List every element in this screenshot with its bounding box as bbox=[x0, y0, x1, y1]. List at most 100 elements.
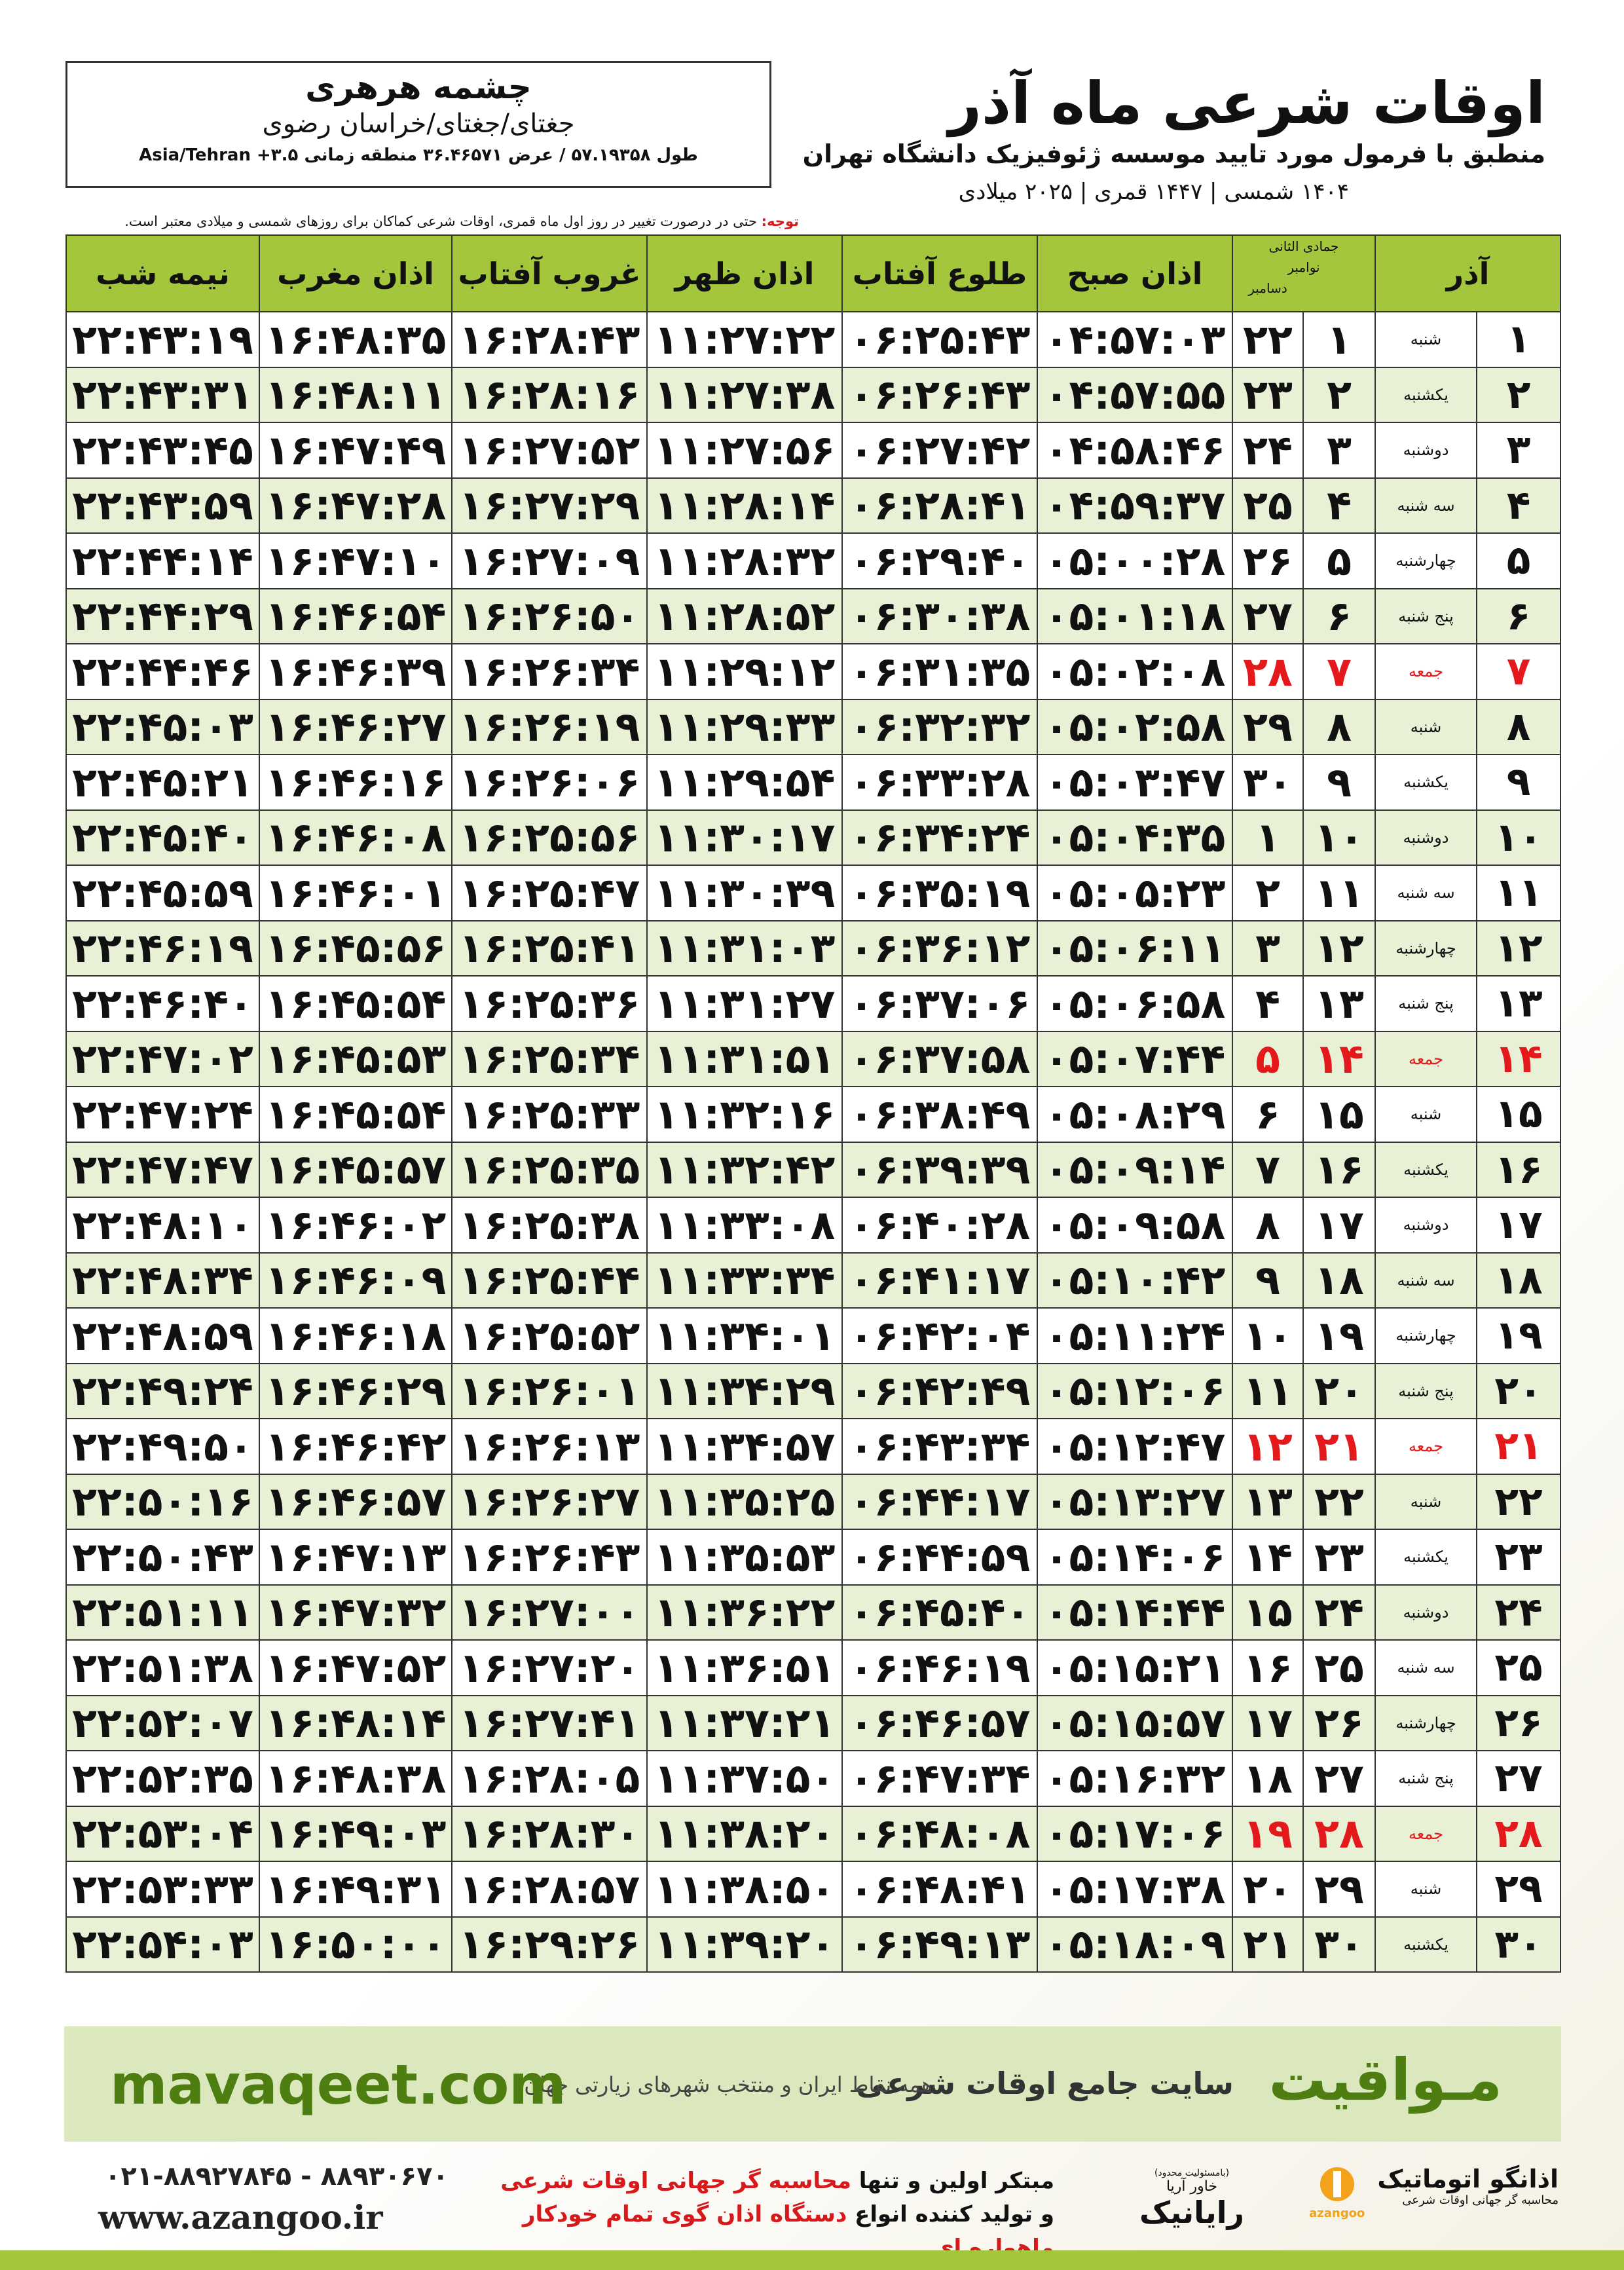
gregorian-day: ۷ bbox=[1231, 1141, 1304, 1198]
day-number: ۲۸ bbox=[1476, 1805, 1562, 1862]
qamari-day: ۴ bbox=[1302, 477, 1376, 534]
time-header: غروب آفتاب bbox=[451, 234, 648, 312]
time-cell: ۱۶:۴۶:۲۹ bbox=[259, 1362, 452, 1419]
time-cell: ۱۶:۲۷:۰۰ bbox=[451, 1584, 648, 1641]
table-row: ۲۸ جمعه ۲۸ ۱۹ ۰۵:۱۷:۰۶ ۰۶:۴۸:۰۸ ۱۱:۳۸:۲۰ ۱۶:۲۸:… bbox=[65, 1805, 1562, 1862]
table-row: ۱۷ دوشنبه ۱۷ ۸ ۰۵:۰۹:۵۸ ۰۶:۴۰:۲۸ ۱۱:۳۳:۰۸ ۱۶:۲۵… bbox=[65, 1197, 1562, 1254]
time-cell: ۱۱:۳۴:۰۱ bbox=[646, 1307, 843, 1364]
qamari-day: ۱۵ bbox=[1302, 1086, 1376, 1143]
gregorian-day: ۲۸ bbox=[1231, 643, 1304, 700]
time-cell: ۱۶:۴۵:۵۴ bbox=[259, 975, 452, 1032]
time-header: طلوع آفتاب bbox=[841, 234, 1038, 312]
gregorian-day: ۱ bbox=[1231, 809, 1304, 866]
time-cell: ۱۶:۲۵:۳۸ bbox=[451, 1197, 648, 1254]
day-number: ۳ bbox=[1476, 422, 1562, 479]
time-cell: ۲۲:۴۷:۲۴ bbox=[65, 1086, 260, 1143]
time-cell: ۲۲:۴۳:۴۵ bbox=[65, 422, 260, 479]
weekday: سه شنبه bbox=[1375, 1639, 1478, 1696]
time-cell: ۱۶:۲۶:۰۶ bbox=[451, 754, 648, 811]
qamari-day: ۳۰ bbox=[1302, 1916, 1376, 1973]
qamari-day: ۱۱ bbox=[1302, 865, 1376, 921]
time-cell: ۰۵:۰۷:۴۴ bbox=[1037, 1030, 1233, 1087]
time-cell: ۰۵:۱۶:۳۲ bbox=[1037, 1750, 1233, 1807]
table-row: ۷ جمعه ۷ ۲۸ ۰۵:۰۲:۰۸ ۰۶:۳۱:۳۵ ۱۱:۲۹:۱۲ ۱۶:۲۶:۳۴… bbox=[65, 643, 1562, 700]
day-number: ۲۰ bbox=[1476, 1362, 1562, 1419]
time-cell: ۱۶:۴۷:۱۰ bbox=[259, 532, 452, 589]
time-cell: ۰۵:۰۲:۵۸ bbox=[1037, 698, 1233, 755]
time-cell: ۰۵:۱۵:۲۱ bbox=[1037, 1639, 1233, 1696]
weekday: پنج شنبه bbox=[1375, 1750, 1478, 1807]
time-cell: ۰۶:۳۸:۴۹ bbox=[841, 1086, 1038, 1143]
time-cell: ۱۶:۴۷:۳۲ bbox=[259, 1584, 452, 1641]
day-number: ۲۶ bbox=[1476, 1694, 1562, 1751]
bottom-bar bbox=[0, 2250, 1624, 2270]
time-cell: ۱۶:۴۶:۱۶ bbox=[259, 754, 452, 811]
time-cell: ۱۱:۳۷:۵۰ bbox=[646, 1750, 843, 1807]
location-box: چشمه هرهری جغتای/جغتای/خراسان رضوی طول ۵… bbox=[65, 61, 771, 188]
time-cell: ۱۱:۳۲:۱۶ bbox=[646, 1086, 843, 1143]
time-cell: ۰۵:۰۲:۰۸ bbox=[1037, 643, 1233, 700]
time-cell: ۱۶:۲۷:۴۱ bbox=[451, 1694, 648, 1751]
qamari-day: ۷ bbox=[1302, 643, 1376, 700]
qamari-day: ۱۹ bbox=[1302, 1307, 1376, 1364]
time-cell: ۱۶:۴۶:۰۹ bbox=[259, 1252, 452, 1309]
time-cell: ۱۱:۲۷:۲۲ bbox=[646, 311, 843, 368]
time-cell: ۰۵:۱۱:۲۴ bbox=[1037, 1307, 1233, 1364]
qamari-day: ۱۲ bbox=[1302, 920, 1376, 977]
tagline: همه نقاط ایران و منتخب شهرهای زیارتی جها… bbox=[524, 2072, 932, 2097]
time-cell: ۰۵:۱۴:۴۴ bbox=[1037, 1584, 1233, 1641]
table-row: ۱۶ یکشنبه ۱۶ ۷ ۰۵:۰۹:۱۴ ۰۶:۳۹:۳۹ ۱۱:۳۲:۴۲ ۱۶:۲۵… bbox=[65, 1141, 1562, 1198]
time-cell: ۱۱:۲۷:۳۸ bbox=[646, 366, 843, 423]
time-cell: ۱۱:۳۷:۲۱ bbox=[646, 1694, 843, 1751]
time-cell: ۰۴:۵۸:۴۶ bbox=[1037, 422, 1233, 479]
weekday: یکشنبه bbox=[1375, 1916, 1478, 1973]
subtitle: منطبق با فرمول مورد تایید موسسه ژئوفیزیک… bbox=[802, 139, 1545, 168]
time-cell: ۰۶:۳۷:۰۶ bbox=[841, 975, 1038, 1032]
time-cell: ۰۵:۰۴:۳۵ bbox=[1037, 809, 1233, 866]
time-cell: ۰۶:۴۴:۵۹ bbox=[841, 1529, 1038, 1586]
time-cell: ۱۶:۲۶:۰۱ bbox=[451, 1362, 648, 1419]
weekday: چهارشنبه bbox=[1375, 1694, 1478, 1751]
time-cell: ۱۱:۳۳:۰۸ bbox=[646, 1197, 843, 1254]
weekday: پنج شنبه bbox=[1375, 587, 1478, 644]
time-cell: ۰۶:۲۵:۴۳ bbox=[841, 311, 1038, 368]
time-cell: ۲۲:۵۳:۰۴ bbox=[65, 1805, 260, 1862]
time-cell: ۱۶:۴۷:۲۸ bbox=[259, 477, 452, 534]
logo-note: (بامسئولیت محدود) bbox=[1154, 2168, 1230, 2178]
table-row: ۲۶ چهارشنبه ۲۶ ۱۷ ۰۵:۱۵:۵۷ ۰۶:۴۶:۵۷ ۱۱:۳۷:۲۱ ۱۶… bbox=[65, 1694, 1562, 1751]
logo-sub: خاور آریا bbox=[1166, 2178, 1218, 2195]
time-cell: ۱۶:۴۶:۵۷ bbox=[259, 1473, 452, 1530]
other-months-header: جمادی الثانی نوامبر دسامبر bbox=[1231, 234, 1376, 312]
time-cell: ۱۶:۴۶:۱۸ bbox=[259, 1307, 452, 1364]
time-cell: ۲۲:۴۸:۵۹ bbox=[65, 1307, 260, 1364]
url[interactable]: mavaqeet.com bbox=[110, 2053, 566, 2117]
day-number: ۷ bbox=[1476, 643, 1562, 700]
time-cell: ۰۶:۳۱:۳۵ bbox=[841, 643, 1038, 700]
time-cell: ۰۶:۴۱:۱۷ bbox=[841, 1252, 1038, 1309]
gregorian-day: ۵ bbox=[1231, 1030, 1304, 1087]
time-cell: ۰۵:۱۷:۰۶ bbox=[1037, 1805, 1233, 1862]
table-row: ۳۰ یکشنبه ۳۰ ۲۱ ۰۵:۱۸:۰۹ ۰۶:۴۹:۱۳ ۱۱:۳۹:۲۰ ۱۶:۲… bbox=[65, 1916, 1562, 1973]
time-cell: ۰۶:۳۴:۲۴ bbox=[841, 809, 1038, 866]
time-cell: ۰۵:۰۳:۴۷ bbox=[1037, 754, 1233, 811]
title-block: اوقات شرعی ماه آذر منطبق با فرمول مورد ت… bbox=[760, 71, 1545, 205]
table-row: ۲۱ جمعه ۲۱ ۱۲ ۰۵:۱۲:۴۷ ۰۶:۴۳:۳۴ ۱۱:۳۴:۵۷ ۱۶:۲۶:… bbox=[65, 1418, 1562, 1475]
weekday: دوشنبه bbox=[1375, 1197, 1478, 1254]
website[interactable]: www.azangoo.ir bbox=[98, 2198, 383, 2237]
weekday: دوشنبه bbox=[1375, 809, 1478, 866]
time-cell: ۱۶:۴۶:۳۹ bbox=[259, 643, 452, 700]
time-cell: ۰۶:۳۹:۳۹ bbox=[841, 1141, 1038, 1198]
month-header: آذر bbox=[1375, 234, 1562, 312]
gregorian-day: ۲۵ bbox=[1231, 477, 1304, 534]
time-cell: ۰۶:۳۷:۵۸ bbox=[841, 1030, 1038, 1087]
brand: مـواقیت bbox=[1268, 2046, 1502, 2113]
time-cell: ۱۶:۴۵:۵۴ bbox=[259, 1086, 452, 1143]
weekday: پنج شنبه bbox=[1375, 1362, 1478, 1419]
qamari-day: ۱۳ bbox=[1302, 975, 1376, 1032]
time-cell: ۱۶:۲۵:۵۶ bbox=[451, 809, 648, 866]
time-cell: ۱۶:۴۷:۱۳ bbox=[259, 1529, 452, 1586]
time-header: نیمه شب bbox=[65, 234, 260, 312]
time-cell: ۱۶:۲۸:۰۵ bbox=[451, 1750, 648, 1807]
gregorian-day: ۲۶ bbox=[1231, 532, 1304, 589]
